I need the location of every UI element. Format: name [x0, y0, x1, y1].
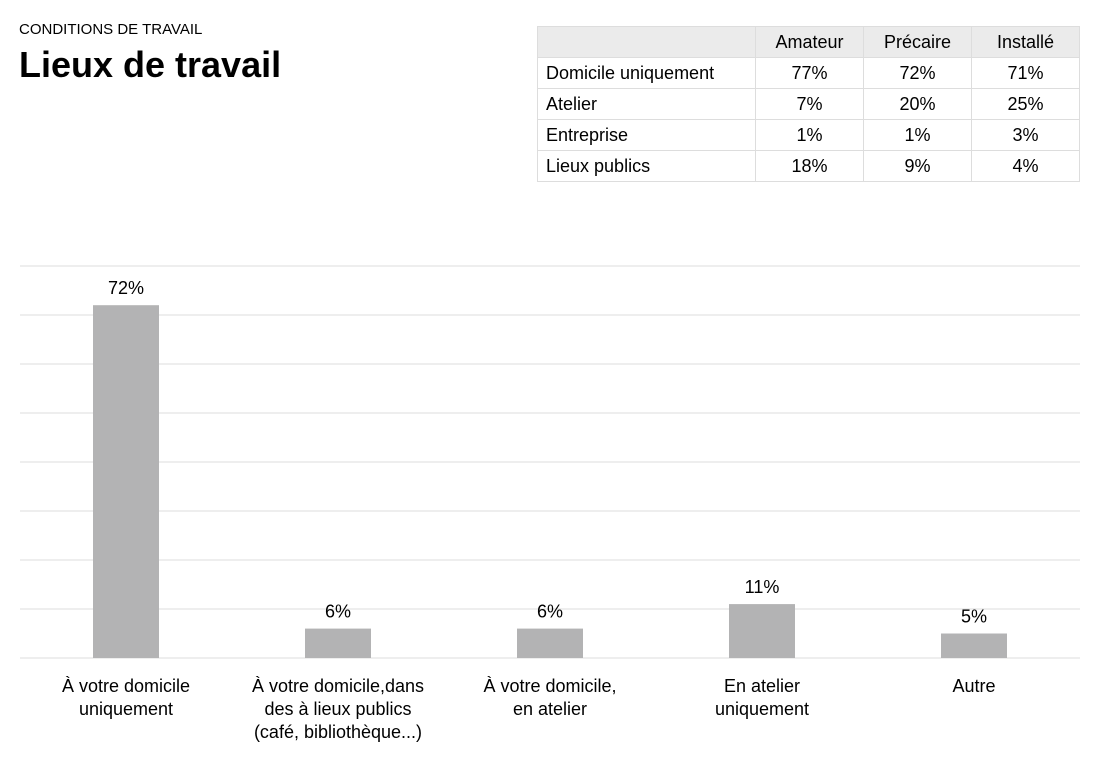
column-header: Installé	[971, 26, 1080, 58]
table-cell: 72%	[863, 57, 972, 89]
bar	[941, 633, 1007, 658]
value-label: 6%	[325, 602, 351, 622]
row-label: Atelier	[537, 88, 756, 120]
kicker: CONDITIONS DE TRAVAIL	[19, 21, 203, 38]
bar	[517, 628, 583, 658]
bar	[305, 628, 371, 658]
row-label: Lieux publics	[537, 150, 756, 182]
value-label: 5%	[961, 607, 987, 627]
x-tick-label: À votre domicile, en atelier	[483, 676, 617, 719]
row-label: Entreprise	[537, 119, 756, 151]
table-cell: 4%	[971, 150, 1080, 182]
x-tick-label: À votre domicile uniquement	[61, 676, 191, 719]
table-row: Domicile uniquement 77% 72% 71%	[537, 57, 1080, 89]
table-cell: 71%	[971, 57, 1080, 89]
table-row: Lieux publics 18% 9% 4%	[537, 150, 1080, 182]
table-cell: 3%	[971, 119, 1080, 151]
table-cell: 20%	[863, 88, 972, 120]
header-corner	[537, 26, 756, 58]
value-label: 6%	[537, 602, 563, 622]
value-label: 11%	[745, 577, 780, 597]
summary-table: Amateur Précaire Installé Domicile uniqueme…	[537, 26, 1080, 182]
x-tick-label: Autre	[952, 676, 996, 696]
table-cell: 18%	[755, 150, 864, 182]
table-cell: 7%	[755, 88, 864, 120]
x-tick-label: En atelier uniquement	[714, 676, 810, 719]
page-title: Lieux de travail	[19, 44, 282, 85]
column-header: Amateur	[755, 26, 864, 58]
table-body: Domicile uniquement 77% 72% 71% Atelier 7% 20%…	[537, 57, 1080, 182]
table-row: Atelier 7% 20% 25%	[537, 88, 1080, 120]
value-label: 72%	[108, 278, 144, 298]
bar	[729, 604, 795, 658]
row-label: Domicile uniquement	[537, 57, 756, 89]
bar	[93, 305, 159, 658]
x-tick-label: À votre domicile,dans des à lieux public…	[251, 676, 425, 742]
table-cell: 1%	[755, 119, 864, 151]
table-cell: 1%	[863, 119, 972, 151]
table-header: Amateur Précaire Installé	[537, 26, 1080, 58]
table-row: Entreprise 1% 1% 3%	[537, 119, 1080, 151]
